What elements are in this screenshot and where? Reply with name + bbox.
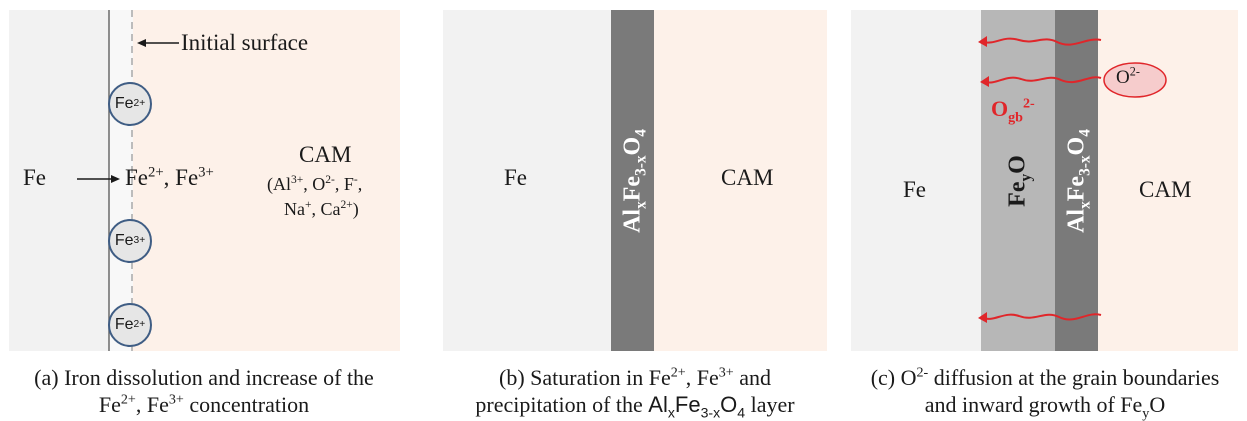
caption-b: (b) Saturation in Fe2+, Fe3+ and precipi…: [435, 364, 835, 421]
diffusion-path-middle: [984, 76, 1102, 84]
diffusion-arrowhead-bottom: [978, 312, 987, 323]
diffusion-arrowhead-middle: [980, 76, 989, 87]
fe-metal-label: Fe: [903, 177, 926, 202]
fe3-ion-circle: Fe 3+: [108, 219, 152, 263]
cam-label: CAM: [299, 142, 352, 167]
fe2-ion-circle-lower: Fe 2+: [108, 303, 152, 347]
ogb-label: Ogb2-: [991, 95, 1035, 126]
caption-c-line2: and inward growth of FeyO: [924, 392, 1166, 421]
o2-bubble-label: O2-: [1116, 64, 1140, 88]
caption-b-line2: precipitation of the AlxFe3-xO4 layer: [475, 392, 795, 421]
spinel-layer-label: AlxFe3-xO4: [619, 128, 649, 233]
fe-metal-region: [443, 10, 611, 351]
grain-boundary-diffusion-paths: [978, 36, 1167, 323]
panel-a: Initial surface Fe Fe2+, Fe3+ CAM (Al3+,…: [9, 10, 400, 351]
fe-metal-label: Fe: [23, 165, 46, 190]
cam-region: [133, 10, 400, 351]
caption-b-line1: (b) Saturation in Fe2+, Fe3+ and: [499, 364, 771, 390]
fe-metal-region: [9, 10, 109, 351]
dissolved-ions-label: Fe2+, Fe3+: [125, 164, 214, 190]
cam-ions-line1: (Al3+, O2-, F-,: [267, 174, 363, 194]
spinel-layer: AlxFe3-xO4: [1055, 10, 1098, 351]
diffusion-path-bottom: [982, 313, 1102, 321]
cam-ions-line2: Na+, Ca2+): [284, 199, 359, 219]
panel-c: FeyO AlxFe3-xO4 Fe CAM O2- Ogb2-: [851, 10, 1238, 351]
cam-label: CAM: [1139, 177, 1192, 202]
panel-a-lines: [77, 10, 179, 351]
caption-c: (c) O2- diffusion at the grain boundarie…: [845, 364, 1245, 421]
initial-surface-arrowhead: [137, 39, 146, 47]
fe2-ion-circle: Fe 2+: [108, 82, 152, 126]
caption-a-line2: Fe2+, Fe3+ concentration: [98, 391, 310, 417]
dissolution-arrowhead: [111, 175, 120, 183]
feo-layer: FeyO: [981, 10, 1055, 351]
o2-bubble: [1103, 62, 1167, 98]
diffusion-arrowhead-top: [978, 36, 987, 47]
fe-metal-label: Fe: [504, 165, 527, 190]
spinel-layer: AlxFe3-xO4: [611, 10, 654, 351]
initial-surface-label: Initial surface: [181, 30, 309, 55]
caption-a: (a) Iron dissolution and increase of the…: [4, 364, 404, 418]
caption-c-line1: (c) O2- diffusion at the grain boundarie…: [870, 364, 1220, 390]
caption-a-line1: (a) Iron dissolution and increase of the: [34, 365, 374, 390]
panel-b: AlxFe3-xO4 Fe CAM: [443, 10, 827, 351]
fe-metal-region: [851, 10, 981, 351]
diffusion-path-top: [982, 37, 1102, 46]
cam-region: [654, 10, 827, 351]
cam-label: CAM: [721, 165, 774, 190]
